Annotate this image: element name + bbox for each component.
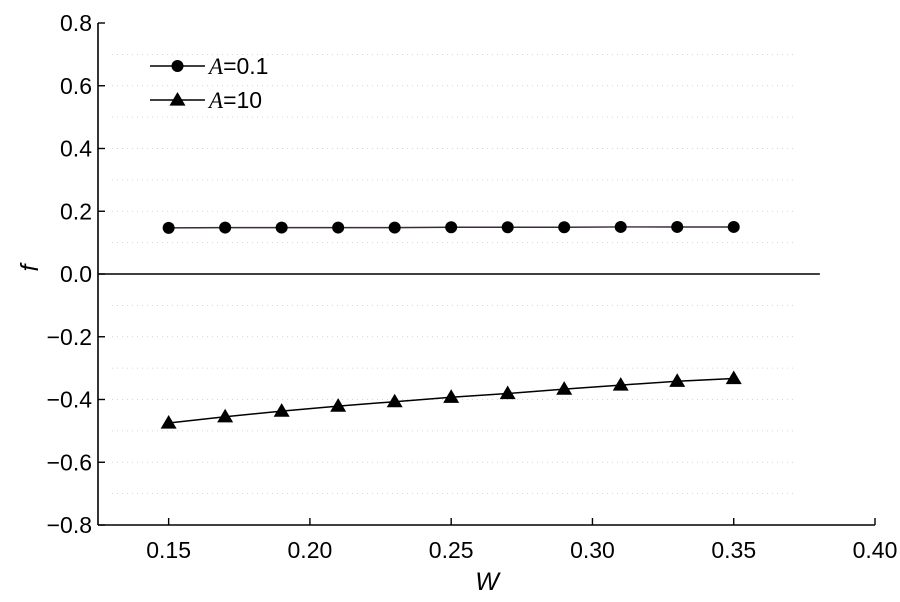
y-tick-label: −0.8 — [47, 512, 92, 538]
legend-entry-1: A=0.1 — [150, 53, 268, 79]
legend-entry-2: A=10 — [150, 87, 262, 113]
legend-label: A=0.1 — [207, 53, 268, 79]
data-point — [558, 221, 571, 234]
data-point — [669, 373, 686, 387]
data-point — [612, 377, 629, 391]
y-tick-label: 0.2 — [60, 198, 92, 224]
data-point — [725, 370, 742, 385]
series-2 — [160, 370, 742, 429]
data-point — [273, 403, 290, 417]
x-tick-label: 0.25 — [429, 537, 474, 563]
series — [160, 220, 742, 429]
y-tick-label: −0.4 — [47, 387, 93, 413]
legend-value: =10 — [223, 87, 262, 113]
data-point — [332, 221, 345, 234]
legend: A=0.1A=10 — [150, 53, 268, 113]
y-tick-label: 0.6 — [60, 73, 92, 99]
data-point — [727, 220, 740, 233]
legend-marker — [171, 60, 184, 72]
data-point — [445, 221, 458, 234]
x-axis-label: W — [475, 568, 501, 596]
legend-variable: A — [207, 88, 224, 113]
y-tick-label: 0.0 — [60, 261, 92, 287]
x-tick-label: 0.40 — [853, 537, 898, 563]
axes — [97, 22, 876, 526]
data-point — [671, 220, 684, 233]
x-tick-label: 0.15 — [146, 537, 191, 563]
data-point — [388, 221, 401, 234]
data-point — [275, 221, 288, 234]
data-point — [614, 220, 627, 233]
data-point — [499, 385, 516, 400]
data-point — [556, 381, 573, 395]
legend-value: =0.1 — [223, 53, 268, 79]
data-point — [443, 389, 460, 403]
data-point — [160, 415, 177, 429]
legend-marker — [169, 92, 186, 106]
x-tick-label: 0.20 — [288, 537, 333, 563]
legend-variable: A — [207, 54, 224, 79]
tick-labels: 0.8 0.6 0.4 0.2 0.0 −0.2 −0.4 −0.6 −0.8 0.15 0.20 0… — [47, 10, 898, 563]
y-tick-label: 0.8 — [60, 10, 92, 36]
data-point — [501, 221, 514, 234]
data-point — [386, 393, 403, 408]
grid — [112, 53, 794, 526]
y-axis-label: f — [16, 261, 44, 271]
y-tick-label: 0.4 — [60, 136, 92, 162]
y-tick-label: −0.2 — [47, 324, 92, 350]
x-tick-label: 0.35 — [711, 537, 756, 563]
y-tick-label: −0.6 — [47, 449, 92, 475]
data-point — [162, 221, 175, 234]
data-point — [219, 221, 232, 234]
legend-label: A=10 — [207, 87, 262, 113]
series-1 — [162, 220, 740, 234]
data-point — [217, 408, 234, 423]
data-point — [330, 398, 347, 412]
x-tick-label: 0.30 — [570, 537, 615, 563]
